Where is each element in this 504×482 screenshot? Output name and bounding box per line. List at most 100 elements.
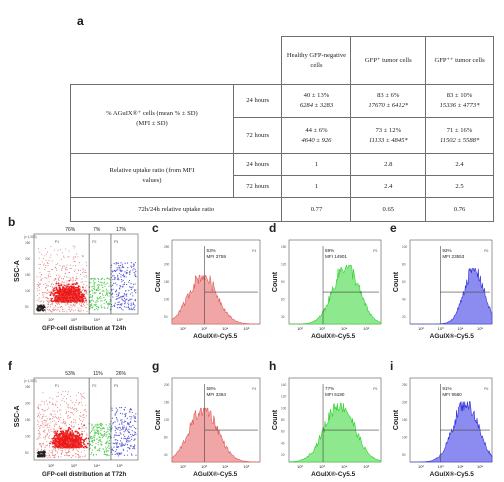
- cell-dot-pale-red: [66, 266, 68, 268]
- cell-dot-blue: [130, 409, 133, 411]
- cell-dot-pale-red: [42, 291, 44, 293]
- cell-dot-pale-red: [45, 410, 47, 412]
- cell-dot-blue: [111, 427, 113, 429]
- cell-dot-pale-red: [45, 435, 47, 437]
- cell-dot-red: [81, 300, 84, 303]
- cell-dot-pale-red: [65, 451, 67, 453]
- cell-dot-pale-red: [85, 404, 87, 406]
- x-axis-label: AGuIX®-Cy5.5: [193, 332, 238, 340]
- y-axis-label: SSC-A: [14, 260, 21, 282]
- cell-dot-pale-red: [83, 283, 85, 285]
- cell-dot-pale-red: [67, 434, 69, 436]
- cell-dot-pale-red: [46, 445, 48, 447]
- cell-dot-pale-red: [49, 397, 51, 399]
- cell-dot-black: [41, 309, 44, 312]
- cell-dot-pale-red: [72, 414, 74, 416]
- cell-dot-blue: [118, 279, 120, 281]
- cell-dot-blue: [125, 271, 128, 274]
- cell-dot-red: [82, 294, 84, 296]
- cell-dot-pale-red: [54, 267, 56, 269]
- cell-dot-pale-red: [86, 264, 88, 266]
- cell-dot-pale-red: [58, 428, 60, 430]
- cell-dot-red: [73, 444, 76, 447]
- cell-dot-pale-red: [54, 249, 56, 251]
- cell-dot-blue: [126, 430, 129, 432]
- cell-dot-blue: [127, 262, 129, 264]
- cell-dot-pale-red: [66, 311, 68, 313]
- cell-dot-red: [71, 440, 74, 443]
- cell-dot-pale-red: [37, 405, 39, 407]
- cell-dot-pale-red: [45, 307, 47, 309]
- cell-dot-pale-red: [76, 278, 78, 280]
- gate-percent: 53%: [65, 371, 76, 377]
- cell-dot-green: [107, 440, 109, 442]
- cell-dot-pale-red: [47, 277, 49, 279]
- cell-dot-pale-red: [76, 299, 78, 301]
- cell-dot-blue: [113, 270, 115, 272]
- mfi: 15336 ± 4773*: [439, 102, 480, 109]
- cell-dot-pale-red: [38, 298, 40, 300]
- cell-dot-green: [95, 432, 98, 434]
- cell-dot-pale-red: [37, 407, 39, 409]
- y-tick-label: 200: [164, 383, 170, 387]
- cell-dot-pale-red: [80, 299, 82, 301]
- cell-dot-pale-red: [47, 251, 49, 253]
- cell-dot-red: [85, 437, 88, 440]
- cell-dot-green: [97, 308, 99, 311]
- y-tick-label: 90: [281, 280, 285, 284]
- cell-dot-green: [91, 425, 93, 427]
- cell-dot-green: [105, 453, 107, 455]
- cell-dot-green: [95, 301, 97, 303]
- cell-dot-red: [64, 288, 66, 291]
- cell-dot-pale-red: [80, 401, 82, 403]
- cell-dot-pale-red: [43, 292, 45, 294]
- cell-dot-pale-red: [71, 268, 73, 270]
- cell-dot-pale-red: [46, 424, 48, 426]
- cell-dot-blue: [132, 448, 134, 450]
- cell-dot-green: [96, 284, 98, 286]
- cell-dot-blue: [129, 411, 131, 413]
- cell-dot-pale-red: [68, 285, 70, 287]
- cell-dot-pale-red: [54, 426, 56, 428]
- cell-dot-blue: [126, 454, 129, 456]
- cell-dot-blue: [130, 408, 132, 410]
- cell-dot-blue: [119, 268, 121, 270]
- cell-dot-pale-red: [64, 304, 66, 306]
- x-tick-label: 10⁵: [117, 317, 123, 322]
- cell-dot-pale-red: [56, 263, 58, 265]
- y-tick-label: 200: [25, 257, 31, 261]
- cell-dot-pale-red: [82, 414, 84, 416]
- cell-dot-green: [108, 285, 110, 287]
- cell-dot-pale-red: [66, 286, 68, 288]
- cell-dot-blue: [112, 278, 114, 281]
- cell-dot-pale-red: [82, 395, 84, 397]
- mfi-value: MFI 23553: [442, 254, 464, 259]
- cell-dot-pale-red: [73, 409, 75, 411]
- cell-dot-red: [56, 430, 59, 433]
- cell-dot-red: [62, 438, 65, 441]
- cell-dot-pale-red: [71, 402, 73, 404]
- cell-dot-blue: [128, 281, 130, 283]
- y-tick-label: 80: [164, 436, 168, 440]
- cell-dot-pale-red: [82, 427, 84, 429]
- cell-dot-pale-red: [58, 416, 60, 418]
- cell-dot-blue: [114, 291, 117, 293]
- x-tick-label: 10⁵: [117, 463, 123, 468]
- cell-dot-green: [106, 427, 109, 429]
- cell-dot-pale-red: [68, 430, 70, 432]
- cell-dot-blue: [133, 290, 136, 292]
- panel-label-f: f: [8, 359, 13, 373]
- cell-dot-blue: [127, 267, 129, 269]
- cell-dot-green: [106, 455, 108, 457]
- cell-dot-blue: [122, 309, 124, 311]
- x-tick-label: 10³: [438, 464, 444, 469]
- cell-dot-pale-red: [81, 430, 83, 432]
- cell-dot-green: [92, 441, 94, 443]
- cell-dot-blue: [133, 306, 135, 308]
- cell-dot-pale-red: [67, 289, 69, 291]
- gate-label: P1: [55, 240, 59, 244]
- cell-dot-blue: [133, 446, 135, 448]
- cell-dot-green: [101, 284, 103, 287]
- cell-dot-green: [99, 296, 102, 298]
